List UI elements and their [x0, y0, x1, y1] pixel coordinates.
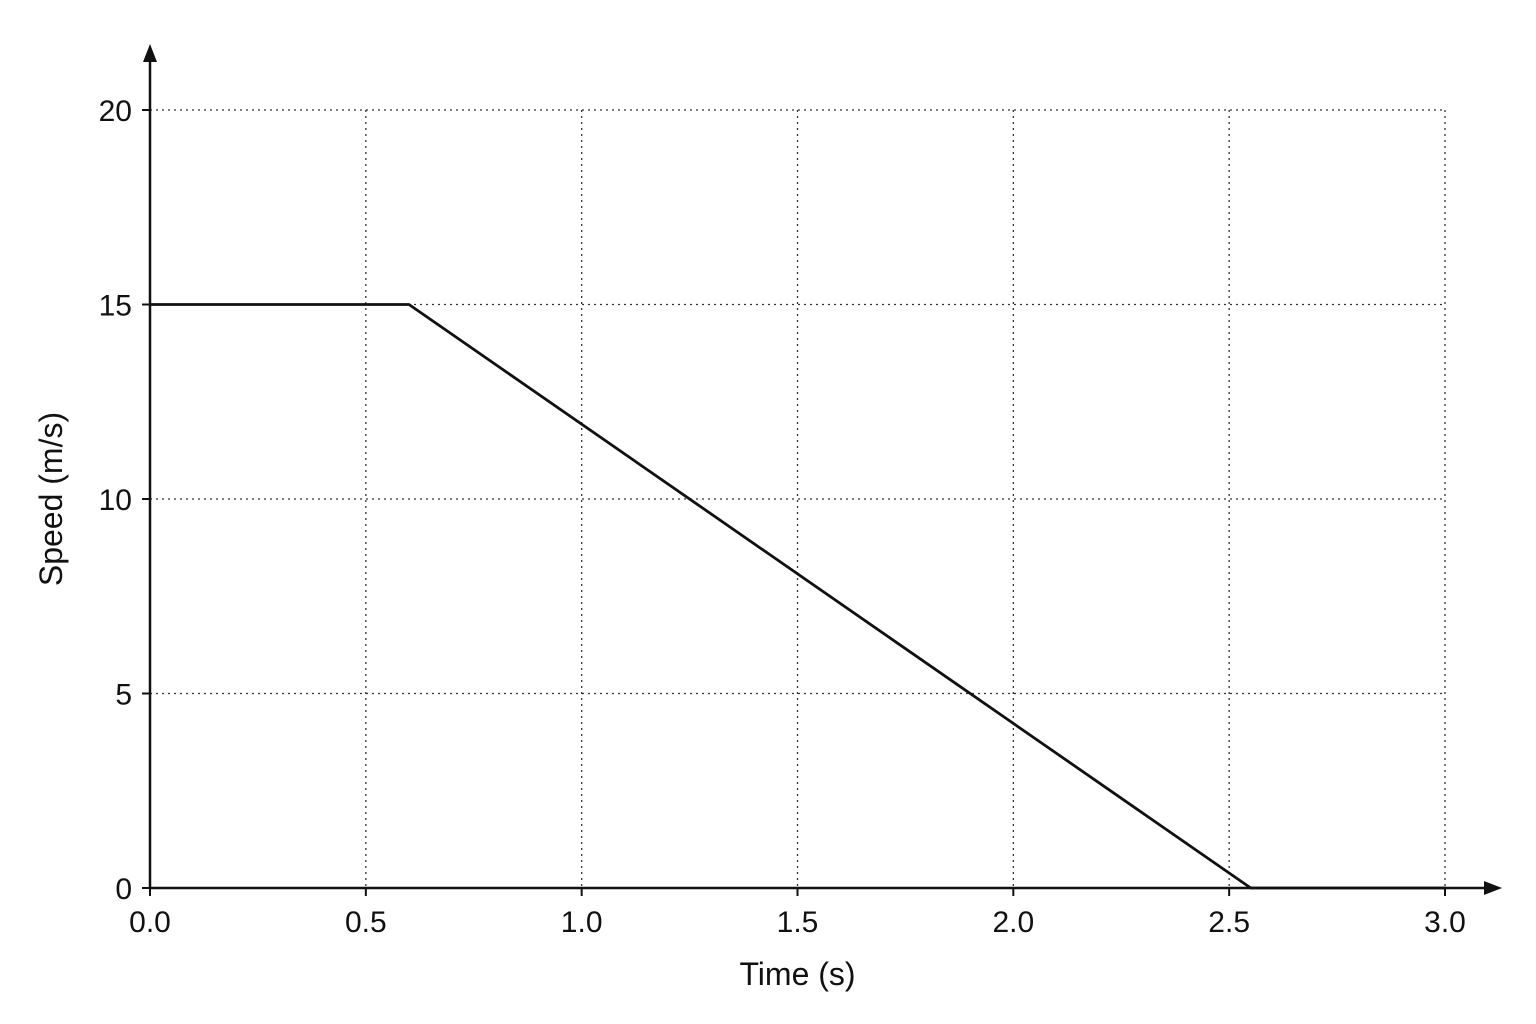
grid [150, 109, 1446, 888]
series [148, 303, 1447, 890]
series-line [148, 303, 1447, 890]
x-tick-label: 2.5 [1208, 906, 1250, 939]
x-tick-label: 2.0 [992, 906, 1034, 939]
x-tick-label: 0.0 [129, 906, 171, 939]
y-tick-label: 10 [99, 484, 132, 517]
tick-labels: 0.0 0.5 1.0 1.5 2.0 2.5 3.0 0 5 10 15 20 [99, 95, 1466, 939]
y-axis-label: Speed (m/s) [33, 412, 69, 586]
y-axis-arrow [143, 44, 157, 62]
axes [143, 44, 1502, 895]
y-tick-label: 15 [99, 290, 132, 323]
y-tick-label: 0 [115, 873, 132, 906]
x-tick-label: 1.0 [561, 906, 603, 939]
x-axis-arrow [1484, 881, 1502, 895]
x-axis-label: Time (s) [739, 956, 855, 992]
y-tick-label: 5 [115, 679, 132, 712]
x-tick-label: 0.5 [345, 906, 387, 939]
x-tick-label: 3.0 [1424, 906, 1466, 939]
x-tick-label: 1.5 [777, 906, 819, 939]
y-tick-label: 20 [99, 95, 132, 128]
